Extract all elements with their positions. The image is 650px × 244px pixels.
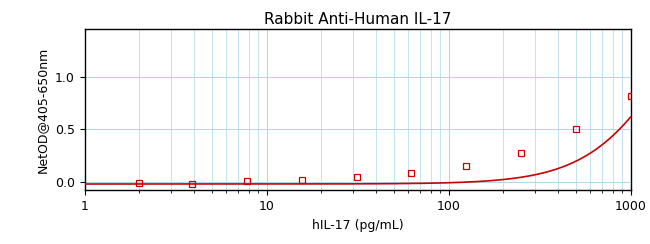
X-axis label: hIL-17 (pg/mL): hIL-17 (pg/mL): [312, 219, 403, 232]
Y-axis label: NetOD@405-650nm: NetOD@405-650nm: [36, 47, 49, 173]
Title: Rabbit Anti-Human IL-17: Rabbit Anti-Human IL-17: [264, 12, 451, 27]
